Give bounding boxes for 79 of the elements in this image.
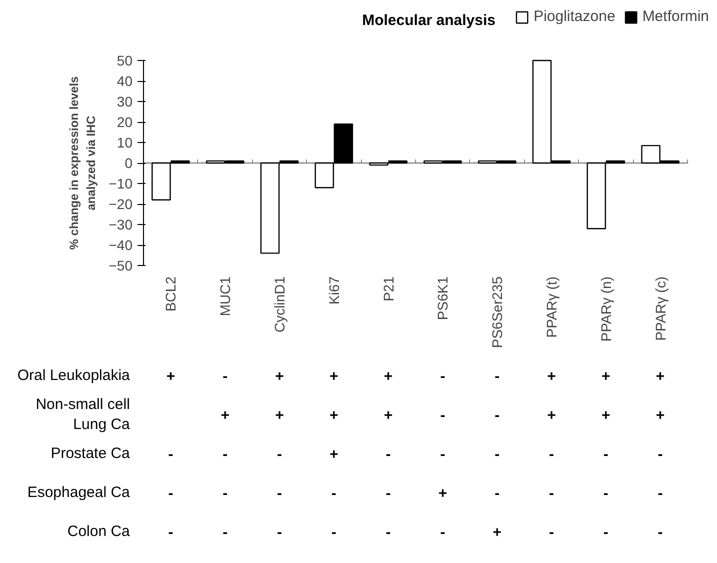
text: +	[492, 524, 502, 541]
text: -	[658, 485, 663, 502]
text: +	[220, 407, 230, 424]
text: +	[602, 407, 611, 424]
text: +	[656, 407, 665, 424]
text: -	[549, 446, 554, 463]
text: +	[547, 407, 556, 424]
text: +	[275, 368, 284, 385]
text: +	[166, 368, 176, 385]
text: -	[603, 446, 608, 463]
text: -	[603, 485, 608, 502]
text: +	[547, 368, 556, 385]
text: +	[656, 368, 665, 385]
text: -	[222, 485, 228, 502]
text: -	[331, 524, 336, 541]
legend-label: Pioglitazone	[534, 8, 616, 25]
text: Non-small cell Lung Ca	[36, 396, 131, 434]
text: -	[658, 446, 663, 463]
y-tick-label: 40	[116, 73, 133, 89]
x-tick-label: PS6K1	[434, 276, 451, 320]
x-tick-label: Ki67	[326, 276, 342, 305]
text: +	[330, 446, 339, 463]
x-tick-label: PS6Ser235	[489, 276, 506, 348]
text: -	[222, 524, 228, 541]
text: -	[222, 446, 228, 463]
text: -	[494, 407, 500, 424]
y-tick-label: −30	[108, 216, 133, 232]
x-tick-label: PPARγ (n)	[598, 276, 614, 342]
text: -	[440, 446, 446, 463]
y-tick-label: 30	[116, 94, 133, 110]
x-tick-label: PPARγ (t)	[544, 276, 560, 338]
y-axis-title: % change in expression levels analyzed via IHC	[66, 76, 98, 250]
text: +	[438, 485, 448, 502]
x-tick-label: MUC1	[217, 276, 234, 316]
text: Colon Ca	[67, 523, 131, 540]
y-tick-label: 10	[116, 134, 133, 150]
text: +	[330, 368, 339, 385]
y-tick-label: 20	[116, 114, 133, 130]
chart-title: Molecular analysis	[362, 12, 496, 29]
text: Oral Leukoplakia	[17, 367, 131, 384]
text: -	[549, 524, 554, 541]
x-tick-label: CyclinD1	[272, 276, 288, 333]
x-tick-label: P21	[380, 276, 396, 302]
text: -	[277, 524, 282, 541]
text: -	[277, 446, 282, 463]
text: -	[168, 446, 174, 463]
text: -	[549, 485, 554, 502]
text: -	[440, 524, 446, 541]
x-tick-label: BCL2	[162, 276, 179, 312]
text: +	[602, 368, 611, 385]
text: -	[168, 485, 174, 502]
text: +	[384, 368, 393, 385]
text: -	[277, 485, 282, 502]
text: -	[222, 368, 228, 385]
text: -	[386, 446, 391, 463]
text: -	[386, 485, 391, 502]
y-tick-label: −50	[108, 258, 133, 274]
text: -	[331, 485, 336, 502]
text: +	[384, 407, 393, 424]
y-tick-label: 0	[124, 155, 133, 171]
x-tick-label: PPARγ (c)	[652, 276, 668, 341]
y-tick-label: −10	[108, 176, 133, 192]
text: Esophageal Ca	[27, 484, 131, 501]
text: -	[386, 524, 391, 541]
text: -	[658, 524, 663, 541]
text: -	[494, 368, 500, 385]
text: -	[168, 524, 174, 541]
text: -	[440, 407, 446, 424]
y-tick-label: −20	[108, 196, 133, 212]
text: -	[494, 485, 500, 502]
text: +	[330, 407, 339, 424]
text: -	[494, 446, 500, 463]
y-tick-label: 50	[116, 52, 133, 68]
text: Prostate Ca	[50, 445, 131, 462]
y-tick-label: −40	[108, 237, 133, 253]
text: -	[440, 368, 446, 385]
text: +	[275, 407, 284, 424]
legend-label: Metformin	[642, 8, 709, 25]
text: -	[603, 524, 608, 541]
